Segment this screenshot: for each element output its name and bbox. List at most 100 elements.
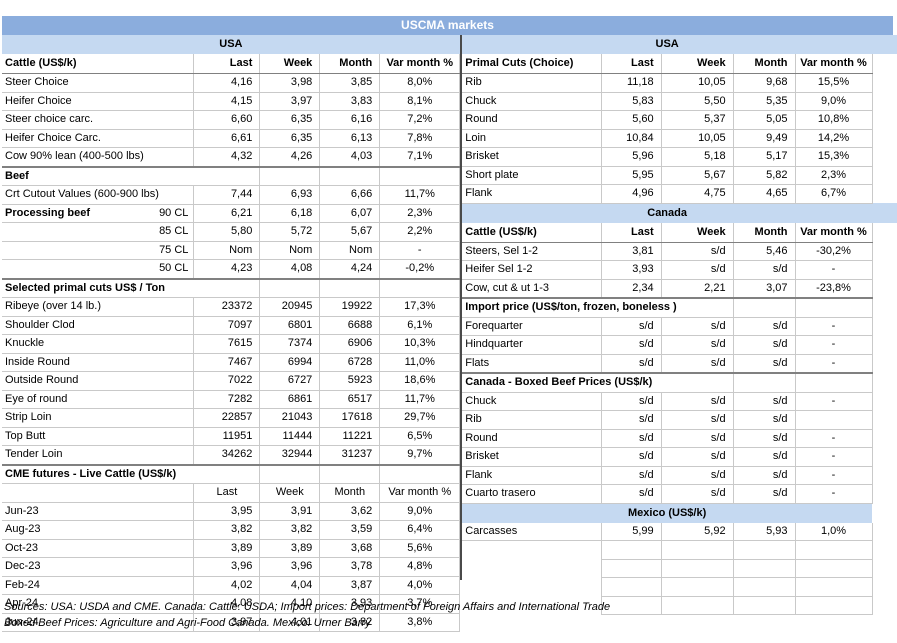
value-cell: 6,13 [319,129,381,148]
filler-cell [872,448,897,467]
table-row: Heifer Sel 1-2 3,93 s/d s/d - [462,260,897,280]
value-cell: 9,0% [795,92,873,111]
value-cell: 11444 [259,427,321,446]
value-cell: 6,66 [319,185,381,205]
row-label-cell: Heifer Sel 1-2 [462,260,602,280]
value-cell [733,297,796,318]
value-cell: 1,0% [795,522,873,541]
value-cell: 6,5% [379,427,461,446]
value-cell: 5,35 [733,92,796,111]
table-row: Primal Cuts (Choice) Last Week Month Var mon… [462,54,897,74]
table-row: Oct-23 3,89 3,89 3,68 5,6% [2,539,461,558]
row-label-cell: Outside Round [2,371,195,391]
value-cell: 4,10 [259,594,321,614]
table-row: Ribeye (over 14 lb.) 23372 20945 19922 17,3% [2,297,461,317]
table-row [462,596,897,615]
value-cell: 11,18 [601,73,662,93]
table-row: Chuck 5,83 5,50 5,35 9,0% [462,92,897,111]
filler-cell [872,242,897,261]
value-cell: 7615 [193,334,261,354]
value-cell [795,596,873,615]
row-label-cell: Round [462,110,602,130]
value-cell: 5,99 [601,522,662,541]
value-cell [601,540,662,560]
row-label-cell: 50 CL [2,259,195,279]
value-cell: 21043 [259,408,321,428]
table-row: Knuckle 7615 7374 6906 10,3% [2,334,461,354]
table-row: 50 CL 4,23 4,08 4,24 -0,2% [2,259,461,279]
value-cell: s/d [733,354,796,374]
value-cell: 3,82 [259,520,321,540]
value-cell: 11,7% [379,390,461,409]
region-band-label: USA [462,35,872,54]
table-row: Dec-23 3,96 3,96 3,78 4,8% [2,557,461,577]
row-label-cell: Hindquarter [462,335,602,355]
value-cell: 3,62 [319,502,381,521]
value-cell: s/d [661,429,734,448]
value-cell: 6727 [259,371,321,391]
value-cell: Last [601,222,662,243]
value-cell: 3,82 [193,520,261,540]
value-cell: Week [259,54,321,74]
filler-cell [872,148,897,167]
value-cell: 19922 [319,297,381,317]
value-cell: 5,05 [733,110,796,130]
filler-cell [872,392,897,411]
value-cell: Nom [193,241,261,260]
value-cell: 2,3% [379,204,461,223]
value-cell: 4,8% [379,557,461,577]
row-label-cell: Rib [462,410,602,430]
value-cell: s/d [601,410,662,430]
table-row: Shoulder Clod 7097 6801 6688 6,1% [2,316,461,335]
section-header-label: Beef [2,165,261,186]
table-row: Cattle (US$/k) Last Week Month Var month % [2,54,461,74]
value-cell: - [795,484,873,504]
row-label-cell: Feb-24 [2,576,195,595]
value-cell [319,463,381,484]
row-label-cell: Forequarter [462,317,602,336]
table-row: 85 CL 5,80 5,72 5,67 2,2% [2,222,461,242]
value-cell: 5,17 [733,147,796,167]
filler-cell [872,54,897,74]
filler-cell [872,523,897,541]
value-cell: 7097 [193,316,261,335]
value-cell: 5,93 [733,522,796,541]
filler-cell [872,185,897,204]
row-label-cell: Aug-23 [2,520,195,540]
row-label-cell: Cattle (US$/k) [2,54,195,74]
value-cell: 5,6% [379,539,461,558]
value-cell: 3,97 [193,613,261,632]
row-label-cell [2,483,195,503]
filler-cell [872,541,897,560]
value-cell: 9,7% [379,445,461,465]
value-cell: s/d [661,317,734,336]
value-cell: 6728 [319,353,381,372]
value-cell: Last [193,483,261,503]
section-header-label: Import price (US$/ton, frozen, boneless … [462,297,734,318]
value-cell [733,596,796,615]
row-label-cell: Brisket [462,447,602,467]
filler-cell [872,74,897,93]
row-label-cell [462,577,602,596]
row-label-cell: Chuck [462,92,602,111]
row-label-cell: Flank [462,466,602,485]
value-cell: - [795,392,873,411]
value-cell: Var month % [379,54,461,74]
value-cell: 7282 [193,390,261,409]
filler-cell [872,298,897,317]
row-label-cell: Cow 90% lean (400-500 lbs) [2,147,195,167]
value-cell: Var month % [795,54,873,74]
table-row: Rib 11,18 10,05 9,68 15,5% [462,73,897,93]
row-label-cell: Brisket [462,147,602,167]
row-label-cell: Loin [462,129,602,148]
filler-cell [872,596,897,615]
value-cell: 7467 [193,353,261,372]
table-row: Loin 10,84 10,05 9,49 14,2% [462,129,897,148]
filler-cell [872,466,897,485]
row-label-cell: Heifer Choice Carc. [2,129,195,148]
table-row: CME futures - Live Cattle (US$/k) [2,463,461,484]
row-label-cell: Flank [462,184,602,204]
value-cell: 3,83 [319,92,381,111]
value-cell [795,410,873,430]
value-cell [795,577,873,597]
